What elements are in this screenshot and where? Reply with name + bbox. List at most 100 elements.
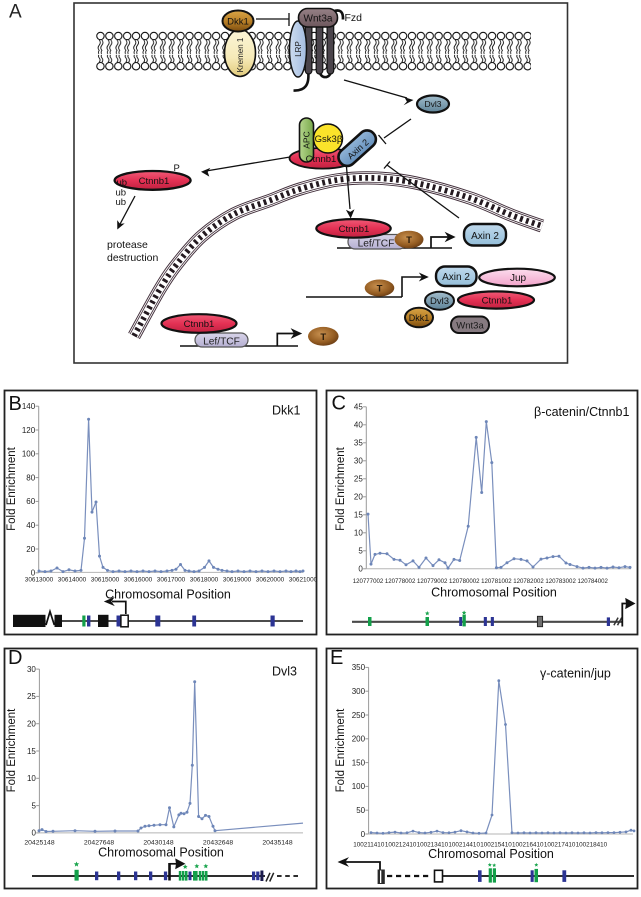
svg-text:Chromosomal Position: Chromosomal Position bbox=[431, 586, 557, 600]
svg-text:Chromosomal Position: Chromosomal Position bbox=[98, 846, 224, 860]
svg-text:Dkk1: Dkk1 bbox=[409, 313, 430, 323]
svg-text:120778002: 120778002 bbox=[385, 578, 416, 585]
svg-text:C: C bbox=[332, 393, 346, 415]
svg-text:Wnt3a: Wnt3a bbox=[456, 321, 484, 332]
svg-text:100213410: 100213410 bbox=[417, 842, 449, 849]
svg-text:40: 40 bbox=[354, 421, 363, 430]
svg-text:35: 35 bbox=[354, 439, 363, 448]
svg-text:B: B bbox=[9, 393, 22, 415]
svg-text:β-catenin/Ctnnb1: β-catenin/Ctnnb1 bbox=[534, 405, 629, 419]
svg-text:LRP: LRP bbox=[294, 41, 303, 57]
svg-text:30619000: 30619000 bbox=[223, 577, 252, 584]
svg-text:Dkk1: Dkk1 bbox=[272, 404, 301, 418]
svg-text:Chromosomal Position: Chromosomal Position bbox=[105, 588, 231, 602]
svg-text:T: T bbox=[320, 332, 326, 343]
svg-text:Ctnnb1: Ctnnb1 bbox=[339, 224, 370, 235]
svg-text:120782002: 120782002 bbox=[513, 578, 544, 585]
svg-text:120779002: 120779002 bbox=[417, 578, 448, 585]
svg-text:0: 0 bbox=[31, 569, 36, 578]
svg-text:30: 30 bbox=[354, 457, 363, 466]
svg-text:Gsk3β: Gsk3β bbox=[315, 134, 343, 145]
svg-text:Ctnnb1: Ctnnb1 bbox=[139, 176, 170, 187]
svg-text:Fold Enrichment: Fold Enrichment bbox=[6, 708, 18, 793]
svg-text:100: 100 bbox=[352, 782, 366, 791]
svg-text:Fold Enrichment: Fold Enrichment bbox=[335, 446, 347, 531]
svg-text:30617000: 30617000 bbox=[157, 577, 186, 584]
svg-text:120: 120 bbox=[22, 426, 36, 435]
svg-text:140: 140 bbox=[22, 402, 36, 411]
svg-text:25: 25 bbox=[27, 692, 36, 701]
svg-text:100216410: 100216410 bbox=[512, 842, 544, 849]
svg-text:Ctnnb1: Ctnnb1 bbox=[184, 319, 215, 330]
svg-text:30618000: 30618000 bbox=[190, 577, 219, 584]
svg-text:ub: ub bbox=[116, 188, 127, 199]
svg-text:50: 50 bbox=[356, 806, 365, 815]
svg-text:300: 300 bbox=[352, 687, 366, 696]
svg-text:100211410: 100211410 bbox=[353, 842, 385, 849]
svg-text:10: 10 bbox=[354, 529, 363, 538]
svg-text:ub: ub bbox=[117, 178, 128, 189]
svg-text:A: A bbox=[9, 2, 22, 23]
svg-text:destruction: destruction bbox=[107, 252, 159, 264]
svg-text:protease: protease bbox=[107, 239, 148, 251]
svg-text:20: 20 bbox=[26, 545, 35, 554]
svg-text:20: 20 bbox=[354, 493, 363, 502]
svg-text:Dvl3: Dvl3 bbox=[430, 296, 449, 307]
svg-text:100214410: 100214410 bbox=[448, 842, 480, 849]
svg-text:P: P bbox=[174, 163, 180, 174]
svg-text:100218410: 100218410 bbox=[576, 842, 608, 849]
svg-text:T: T bbox=[406, 235, 412, 246]
svg-text:120784002: 120784002 bbox=[577, 578, 608, 585]
svg-text:20432648: 20432648 bbox=[203, 840, 233, 847]
svg-text:5: 5 bbox=[31, 801, 36, 810]
svg-text:30616000: 30616000 bbox=[124, 577, 153, 584]
svg-text:350: 350 bbox=[352, 663, 366, 672]
svg-text:Jup: Jup bbox=[510, 273, 527, 284]
svg-text:20430148: 20430148 bbox=[143, 840, 173, 847]
svg-text:120781002: 120781002 bbox=[481, 578, 512, 585]
svg-text:Lef/TCF: Lef/TCF bbox=[203, 337, 240, 348]
svg-text:Fold Enrichment: Fold Enrichment bbox=[6, 446, 18, 531]
svg-text:5: 5 bbox=[358, 547, 363, 556]
svg-text:30620000: 30620000 bbox=[256, 577, 285, 584]
svg-text:15: 15 bbox=[27, 747, 36, 756]
svg-text:E: E bbox=[330, 647, 343, 669]
svg-text:APC: APC bbox=[302, 131, 312, 148]
svg-text:Fzd: Fzd bbox=[345, 12, 363, 24]
svg-text:30621000: 30621000 bbox=[289, 577, 318, 584]
svg-text:15: 15 bbox=[354, 511, 363, 520]
svg-text:20427648: 20427648 bbox=[84, 840, 114, 847]
svg-text:0: 0 bbox=[31, 829, 36, 838]
svg-text:Axin 2: Axin 2 bbox=[442, 272, 470, 283]
svg-text:0: 0 bbox=[358, 565, 363, 574]
svg-text:120780002: 120780002 bbox=[449, 578, 480, 585]
svg-text:100217410: 100217410 bbox=[544, 842, 576, 849]
svg-text:Axin 2: Axin 2 bbox=[471, 231, 499, 242]
svg-text:Dvl3: Dvl3 bbox=[424, 99, 441, 109]
svg-text:γ-catenin/jup: γ-catenin/jup bbox=[540, 667, 611, 681]
svg-text:Dvl3: Dvl3 bbox=[272, 665, 297, 679]
svg-text:Lef/TCF: Lef/TCF bbox=[358, 239, 395, 250]
svg-text:200: 200 bbox=[352, 735, 366, 744]
svg-text:0: 0 bbox=[361, 830, 366, 839]
svg-text:10: 10 bbox=[27, 774, 36, 783]
svg-text:ub: ub bbox=[116, 197, 127, 208]
svg-text:D: D bbox=[8, 647, 22, 669]
svg-text:100: 100 bbox=[22, 450, 36, 459]
svg-text:100212410: 100212410 bbox=[385, 842, 417, 849]
svg-text:60: 60 bbox=[26, 497, 35, 506]
svg-text:20435148: 20435148 bbox=[262, 840, 292, 847]
svg-text:100215410: 100215410 bbox=[480, 842, 512, 849]
svg-text:40: 40 bbox=[26, 521, 35, 530]
svg-text:Wnt3a: Wnt3a bbox=[304, 14, 333, 25]
svg-text:Ctnnb1: Ctnnb1 bbox=[306, 154, 337, 165]
svg-text:30614000: 30614000 bbox=[58, 577, 87, 584]
svg-text:250: 250 bbox=[352, 711, 366, 720]
svg-text:30613000: 30613000 bbox=[25, 577, 54, 584]
svg-text:30: 30 bbox=[27, 665, 36, 674]
svg-text:Fold Enrichment: Fold Enrichment bbox=[335, 708, 347, 793]
svg-text:Dkk1: Dkk1 bbox=[227, 17, 249, 28]
svg-text:Kremen 1: Kremen 1 bbox=[236, 37, 245, 72]
svg-text:T: T bbox=[377, 284, 383, 295]
svg-text:150: 150 bbox=[352, 758, 366, 767]
